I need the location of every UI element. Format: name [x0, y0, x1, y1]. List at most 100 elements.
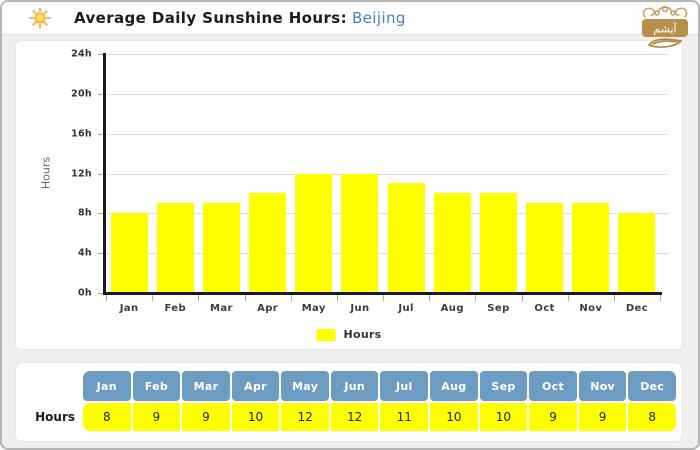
bar-slot-feb	[152, 54, 198, 293]
bar-slot-nov	[568, 54, 614, 293]
table-header-jan: Jan	[83, 371, 131, 401]
brand-logo: آیشم	[642, 5, 688, 48]
x-tick-label: Aug	[440, 303, 464, 314]
x-tick-mark	[567, 295, 569, 301]
page-title-main: Average Daily Sunshine Hours:	[74, 9, 347, 27]
bar-slot-may	[291, 54, 337, 293]
x-tick-label: May	[301, 303, 326, 314]
bar-aug	[433, 193, 471, 293]
bars-container	[106, 54, 660, 293]
y-tick-mark	[98, 253, 103, 255]
y-tick-label: 16h	[71, 128, 92, 140]
y-axis-line	[103, 53, 106, 295]
chart-card: Hours 24h 20h 16h 12h 8h 4h 0h Jan Feb Mar Apr May…	[15, 40, 683, 350]
x-tick-mark	[521, 295, 523, 301]
gridline	[107, 93, 668, 95]
x-tick-mark	[429, 295, 431, 301]
table-header-jun: Jun	[330, 371, 379, 401]
table-header-mar: Mar	[182, 371, 230, 401]
bar-dec	[618, 213, 656, 293]
table-value-jan: 8	[83, 403, 131, 431]
table-value-oct: 9	[529, 403, 577, 431]
table-header-nov: Nov	[578, 371, 627, 401]
table-value-mar: 9	[182, 403, 230, 431]
table-value-nov: 9	[578, 403, 627, 431]
chart-legend: Hours	[316, 328, 381, 341]
bar-jul	[387, 183, 425, 293]
gridline	[107, 213, 668, 215]
x-tick-mark	[152, 295, 154, 301]
y-tick-label: 12h	[71, 168, 92, 179]
table-corner-cell	[24, 371, 81, 401]
y-tick-label: 4h	[78, 247, 92, 259]
bar-apr	[249, 193, 287, 293]
legend-label: Hours	[343, 328, 382, 341]
bar-slot-jun	[337, 54, 383, 293]
y-tick-mark	[98, 133, 103, 135]
bar-slot-aug	[429, 54, 475, 293]
sun-icon	[29, 7, 51, 29]
y-tick-mark	[98, 93, 103, 95]
x-tick-mark	[383, 295, 384, 301]
bar-feb	[156, 203, 194, 293]
table-header-sep: Sep	[479, 371, 528, 401]
x-tick-label: Apr	[257, 303, 279, 314]
x-tick-mark	[613, 295, 615, 301]
y-tick-mark	[98, 213, 103, 215]
y-tick-mark	[98, 54, 103, 55]
page-title: Average Daily Sunshine Hours: Beijing	[74, 9, 406, 27]
gridline	[107, 253, 668, 255]
x-axis-line	[103, 292, 662, 295]
y-tick-label: 20h	[71, 88, 92, 100]
bar-slot-mar	[198, 54, 244, 293]
y-tick-mark	[98, 173, 103, 175]
table-value-sep: 10	[479, 403, 528, 431]
table-header-jul: Jul	[380, 371, 429, 401]
brand-logo-text: آیشم	[653, 22, 677, 36]
bar-jan	[110, 213, 148, 293]
bar-slot-apr	[245, 54, 291, 293]
x-tick-mark	[336, 295, 338, 301]
title-bar: Average Daily Sunshine Hours: Beijing آیش…	[2, 2, 698, 48]
bar-jun	[341, 173, 379, 293]
y-tick-mark	[98, 293, 103, 294]
gridline	[107, 54, 668, 55]
table-header-dec: Dec	[628, 371, 676, 401]
table-header-apr: Apr	[231, 371, 280, 401]
bar-may	[295, 173, 333, 293]
x-tick-mark	[198, 295, 200, 301]
bar-slot-jul	[383, 54, 429, 293]
bar-mar	[202, 203, 240, 293]
x-tick-label: Nov	[579, 303, 603, 314]
y-tick-label: 0h	[78, 287, 92, 299]
x-tick-mark	[106, 295, 107, 301]
table-header-feb: Feb	[132, 371, 181, 401]
bar-oct	[526, 203, 564, 293]
x-axis-labels: Jan Feb Mar Apr May Jun Jul Aug Sep Oct Nov Dec	[106, 303, 660, 314]
y-axis-labels: 24h 20h 16h 12h 8h 4h 0h	[16, 49, 92, 299]
x-tick-label: Oct	[534, 303, 555, 314]
table-card: Jan Feb Mar Apr May Jun Jul Aug Sep Oct Nov Dec Hour…	[15, 362, 683, 442]
gridline	[107, 133, 668, 135]
x-tick-mark	[244, 295, 246, 301]
table-header-aug: Aug	[430, 371, 478, 401]
legend-swatch	[316, 328, 336, 341]
bar-slot-jan	[106, 54, 152, 293]
bar-slot-dec	[614, 54, 660, 293]
x-tick-label: Jun	[350, 303, 370, 314]
table-value-feb: 9	[132, 403, 181, 431]
table-value-apr: 10	[231, 403, 280, 431]
x-tick-label: Dec	[625, 303, 649, 314]
page-title-city: Beijing	[351, 9, 406, 27]
bar-slot-sep	[475, 54, 521, 293]
table-header-oct: Oct	[529, 371, 577, 401]
x-tick-mark	[660, 295, 661, 301]
table-value-may: 12	[281, 403, 329, 431]
table-value-aug: 10	[430, 403, 478, 431]
bar-nov	[572, 203, 610, 293]
x-tick-mark	[290, 295, 292, 301]
x-tick-label: Jul	[398, 303, 414, 314]
x-tick-label: Sep	[487, 303, 510, 314]
y-tick-label: 24h	[71, 48, 92, 60]
